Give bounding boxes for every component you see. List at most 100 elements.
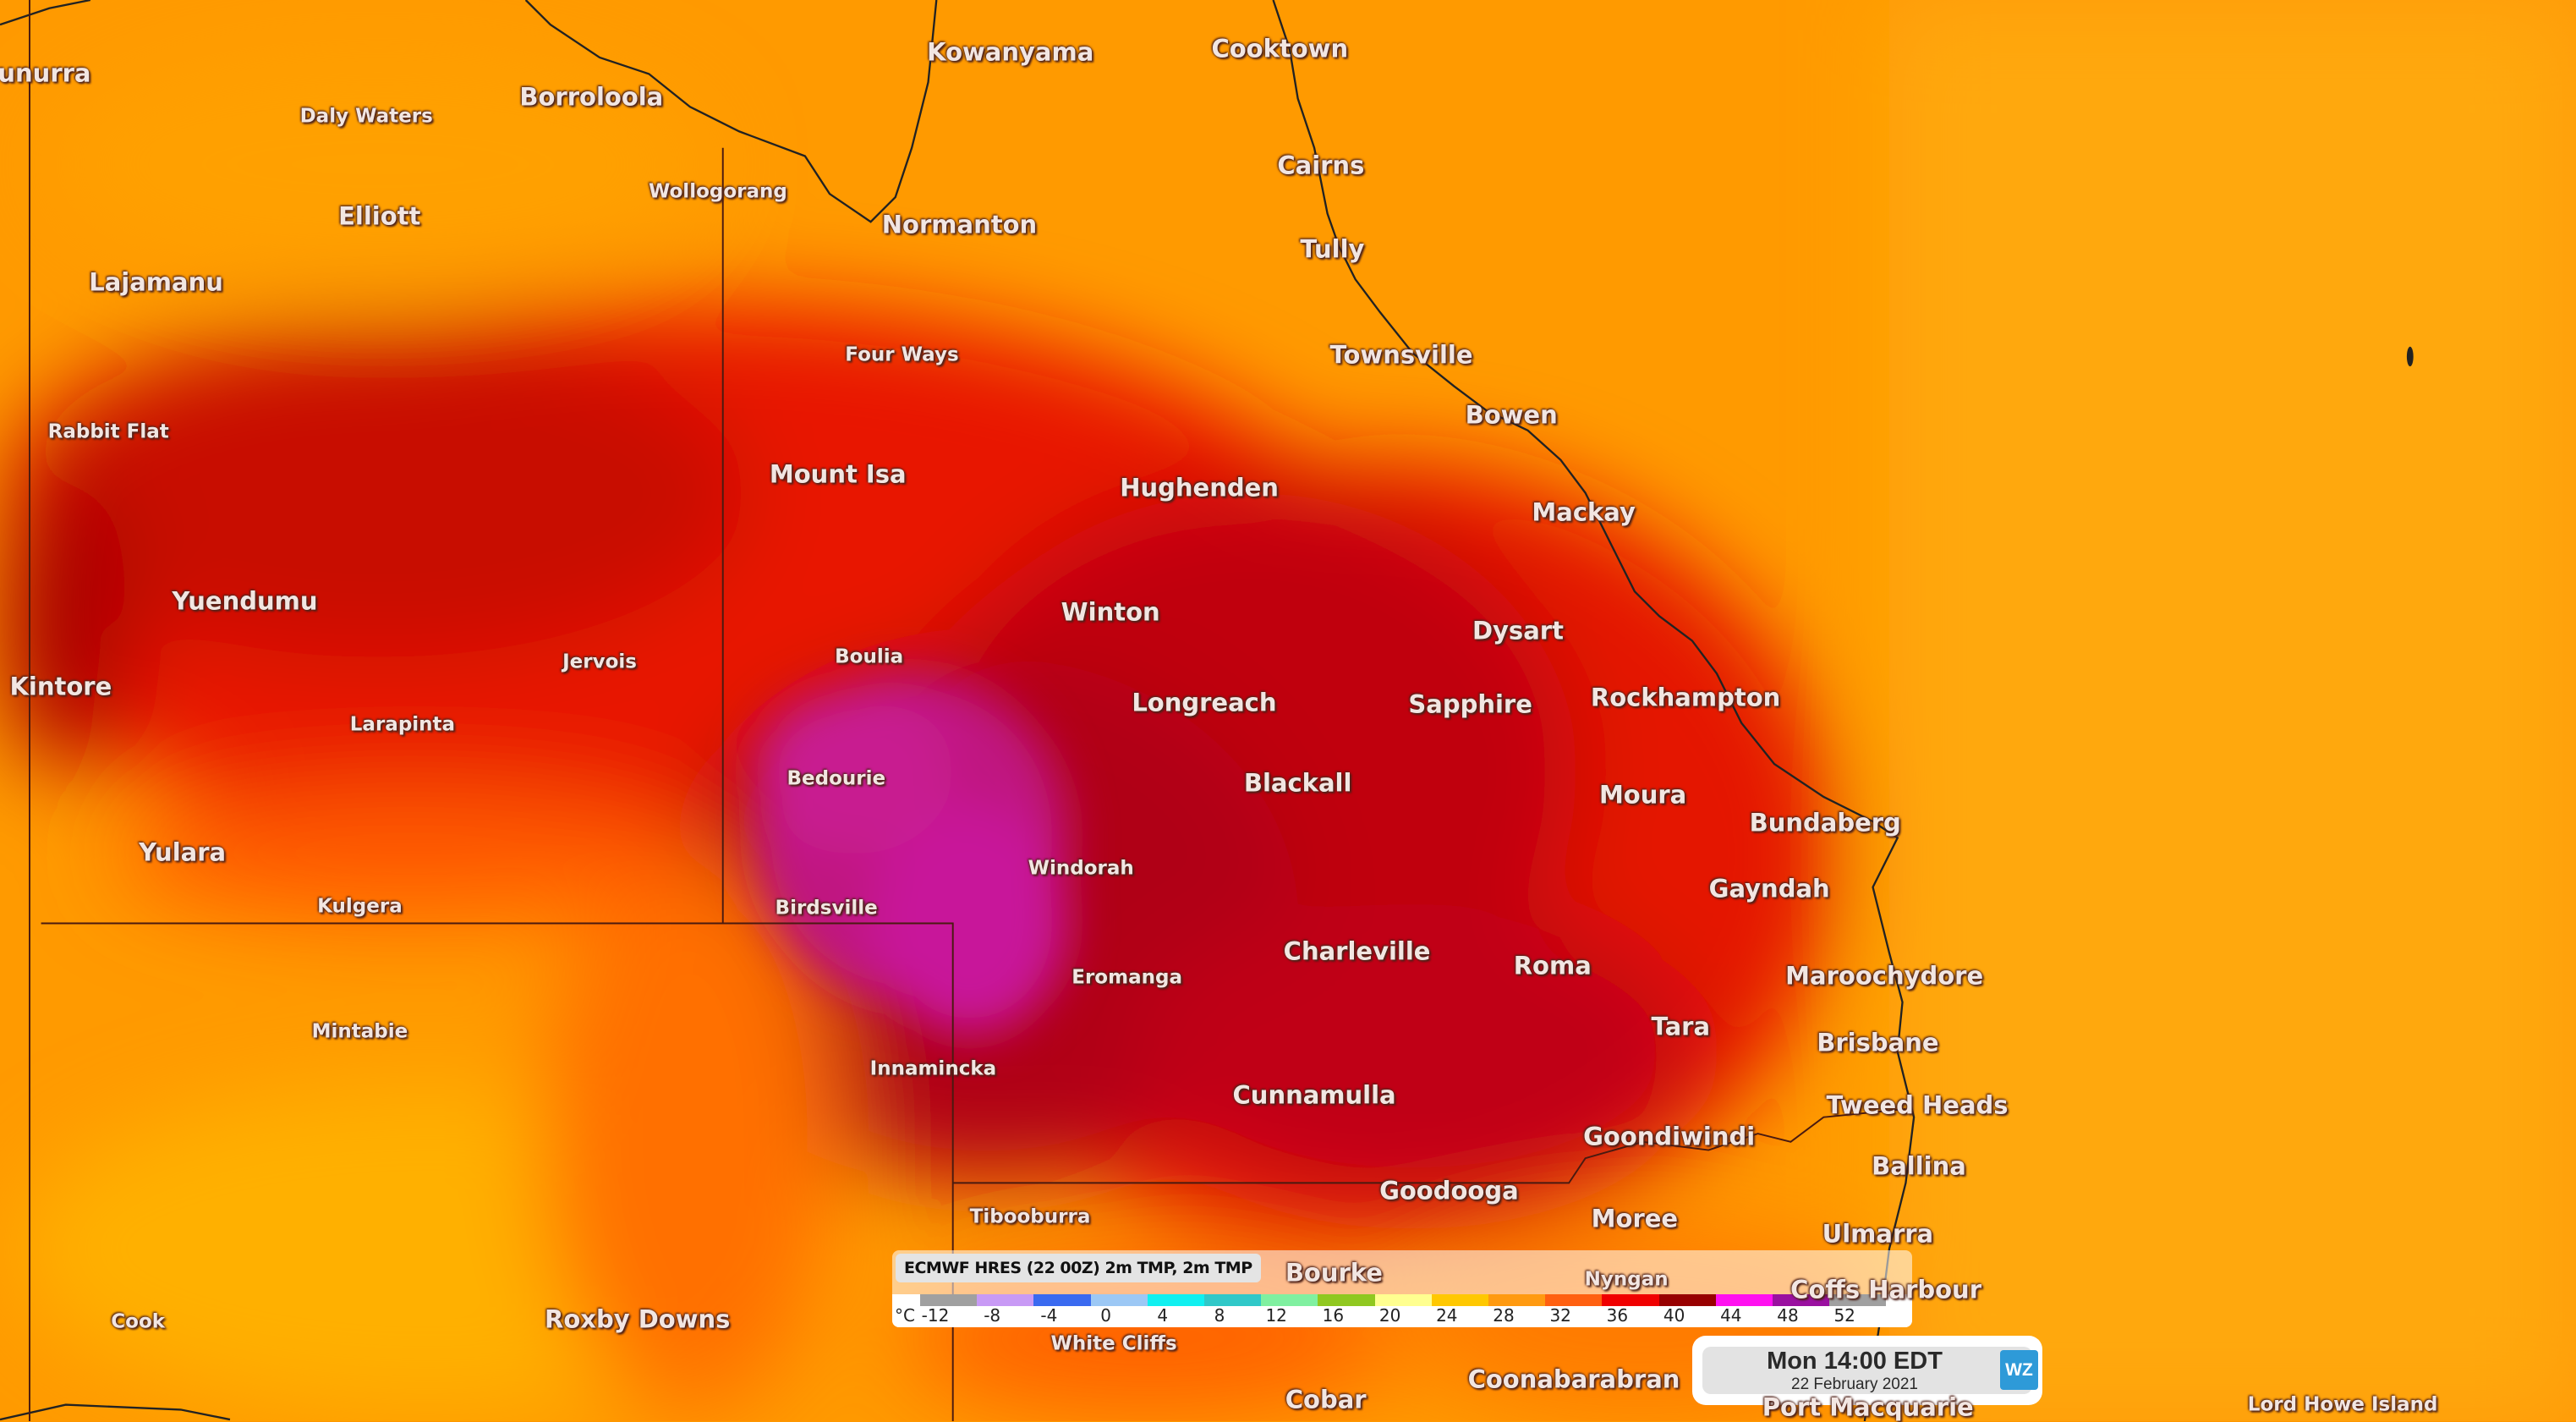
town-label: Roma <box>1513 951 1592 980</box>
legend-swatch <box>1204 1294 1262 1306</box>
town-label: Windorah <box>1028 857 1134 880</box>
town-label: Cooktown <box>1211 34 1349 63</box>
town-label: Brisbane <box>1817 1028 1939 1057</box>
legend-swatch <box>1773 1294 1830 1306</box>
legend-tick-label: 16 <box>1322 1305 1345 1326</box>
town-label: Daly Waters <box>299 105 433 128</box>
town-label: Hughenden <box>1120 473 1279 502</box>
town-label: Mackay <box>1532 497 1636 527</box>
town-label: Goodooga <box>1379 1176 1519 1205</box>
town-label: Longreach <box>1132 688 1277 717</box>
legend-tick-label: 0 <box>1100 1305 1111 1326</box>
legend-tick-label: 52 <box>1833 1305 1855 1326</box>
town-label: Cobar <box>1285 1385 1367 1414</box>
town-label: Blackall <box>1243 768 1352 798</box>
legend-swatch <box>1090 1294 1148 1306</box>
lord-howe-island-shape <box>2406 346 2414 367</box>
town-label: Borroloola <box>519 82 664 112</box>
town-label: White Cliffs <box>1050 1332 1177 1355</box>
town-label: Kowanyama <box>927 37 1094 67</box>
town-label: Coffs Harbour <box>1790 1275 1982 1304</box>
coastline <box>0 0 1916 1421</box>
town-label: Sapphire <box>1408 689 1532 719</box>
legend-tick-label: 8 <box>1214 1305 1225 1326</box>
town-label: Bowen <box>1465 400 1558 430</box>
town-label: Port Macquarie <box>1762 1392 1974 1422</box>
town-label: Rockhampton <box>1590 683 1781 712</box>
town-label: Cairns <box>1277 151 1365 180</box>
town-label: Boulia <box>835 645 904 668</box>
legend-swatch <box>1431 1294 1488 1306</box>
legend-tick-label: -4 <box>1040 1305 1058 1326</box>
town-label: Elliott <box>338 201 421 231</box>
town-label: Lord Howe Island <box>2247 1393 2438 1416</box>
town-label: Cunnamulla <box>1232 1080 1396 1110</box>
town-label: Dysart <box>1472 616 1564 645</box>
town-label: Moura <box>1598 780 1687 810</box>
town-label: Winton <box>1061 597 1160 627</box>
town-label: Birdsville <box>775 897 878 920</box>
town-label: Innamincka <box>869 1057 997 1080</box>
forecast-time: Mon 14:00 EDT <box>1767 1348 1943 1375</box>
town-label: Tully <box>1300 234 1365 264</box>
town-label: Coonabarabran <box>1467 1364 1680 1394</box>
legend-swatch <box>1488 1294 1546 1306</box>
legend-tick-label: 24 <box>1436 1305 1458 1326</box>
legend-swatch <box>1261 1294 1318 1306</box>
legend-tick-label: 36 <box>1606 1305 1629 1326</box>
legend-swatch <box>1147 1294 1204 1306</box>
forecast-date: 22 February 2021 <box>1791 1375 1918 1393</box>
town-label: Mintabie <box>311 1020 408 1043</box>
legend-swatch <box>977 1294 1034 1306</box>
town-label: Yulara <box>139 837 227 867</box>
legend-swatch <box>1545 1294 1603 1306</box>
legend-swatch <box>1318 1294 1375 1306</box>
town-label: Roxby Downs <box>545 1304 731 1334</box>
legend-swatch <box>1829 1294 1887 1306</box>
town-label: Bedourie <box>787 767 886 790</box>
legend-tick-label: 28 <box>1493 1305 1515 1326</box>
town-label: Rabbit Flat <box>47 420 169 443</box>
town-label: Jervois <box>562 651 637 673</box>
legend-tick-label: 20 <box>1378 1305 1401 1326</box>
town-label: unurra <box>0 58 91 88</box>
legend-tick-label: 48 <box>1777 1305 1799 1326</box>
legend-tick-label: 4 <box>1157 1305 1169 1326</box>
town-label: Ballina <box>1872 1151 1966 1181</box>
legend-tick-label: -12 <box>921 1305 950 1326</box>
town-label: Tibooburra <box>969 1205 1091 1228</box>
legend-tick-label: -8 <box>984 1305 1001 1326</box>
town-label: Kintore <box>9 672 112 701</box>
town-label: Four Ways <box>845 343 959 365</box>
town-label: Nyngan <box>1584 1268 1669 1291</box>
town-label: Kulgera <box>317 895 403 918</box>
time-panel[interactable]: Mon 14:00 EDT 22 February 2021 WZ <box>1692 1336 2042 1405</box>
town-label: Wollogorang <box>648 180 787 203</box>
legend-tick-label: 32 <box>1549 1305 1571 1326</box>
town-label: Cook <box>111 1310 166 1333</box>
legend-swatch <box>920 1294 978 1306</box>
weatherzone-logo[interactable]: WZ <box>2000 1350 2038 1390</box>
town-label: Tara <box>1651 1012 1711 1041</box>
legend-colorbar: °C -12 -8 -4 0 4 8 12 16 20 24 28 32 36 40 44 48 52 <box>892 1294 1912 1327</box>
legend-tick-label: 12 <box>1265 1305 1287 1326</box>
town-label: Tweed Heads <box>1826 1090 2009 1120</box>
town-label: Gayndah <box>1708 874 1830 903</box>
legend-unit: °C <box>895 1305 915 1326</box>
town-label: Ulmarra <box>1822 1219 1934 1249</box>
town-label: Larapinta <box>349 713 456 735</box>
legend-swatch <box>1602 1294 1659 1306</box>
town-label: Eromanga <box>1072 966 1182 989</box>
legend-title: ECMWF HRES (22 00Z) 2m TMP, 2m TMP <box>896 1254 1261 1282</box>
town-label: Townsville <box>1329 340 1473 369</box>
town-label: Maroochydore <box>1785 961 1984 991</box>
town-label: Charleville <box>1283 936 1431 966</box>
legend-swatch <box>1033 1294 1091 1306</box>
legend-tick-label: 40 <box>1663 1305 1685 1326</box>
town-label: Moree <box>1591 1204 1679 1233</box>
legend-swatch <box>1658 1294 1716 1306</box>
town-label: Bourke <box>1285 1258 1383 1287</box>
town-label: Mount Isa <box>769 459 907 489</box>
legend-swatch <box>1715 1294 1773 1306</box>
